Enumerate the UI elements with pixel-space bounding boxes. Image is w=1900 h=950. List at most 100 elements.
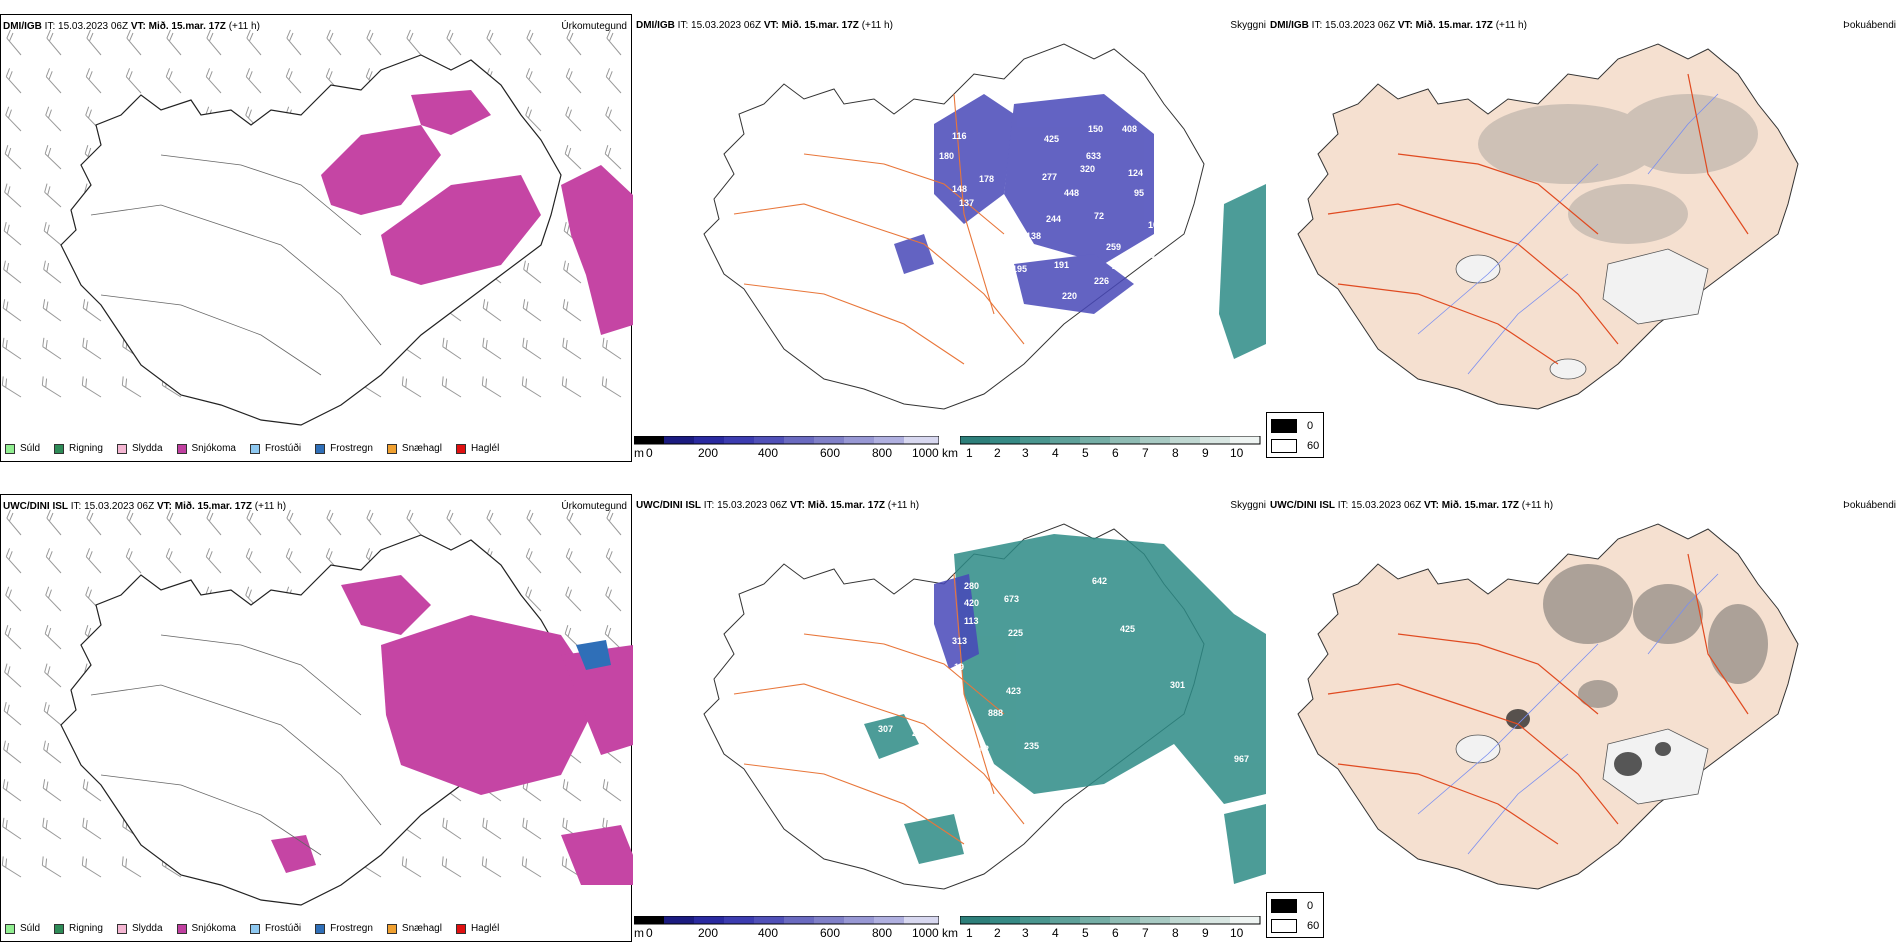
wind-barb — [286, 509, 302, 536]
wind-barb — [82, 779, 102, 802]
colorbar-tick: 200 — [698, 446, 719, 460]
wind-barb — [85, 68, 102, 94]
wind-barb — [2, 299, 22, 322]
wind-barb — [522, 337, 542, 360]
cloud-label: 25 — [1164, 198, 1174, 208]
legend-item: Frostúði — [249, 443, 301, 454]
fog-legend-tick: 0 — [1307, 900, 1314, 912]
colorbar-tick: 10 — [1230, 926, 1244, 940]
colorbar-tick: 10 — [1230, 446, 1244, 460]
wind-barb — [1, 376, 22, 398]
wind-barb — [45, 586, 62, 612]
cloud-label: 967 — [1234, 754, 1249, 764]
wind-barb — [45, 106, 62, 132]
wind-barb — [286, 29, 302, 56]
cloud-label: 633 — [1086, 151, 1101, 161]
precip-map — [1, 509, 633, 906]
wind-barb — [6, 509, 22, 536]
cloud-label: 420 — [964, 598, 979, 608]
cloud-label: 72 — [1094, 211, 1104, 221]
precip-type-panel-top: DMI/IGB IT: 15.03.2023 06Z VT: Mið. 15.m… — [0, 14, 633, 462]
wind-barb — [82, 337, 102, 360]
roads — [733, 93, 1025, 365]
wind-barb — [565, 548, 582, 574]
low-cloud-areas — [934, 574, 979, 669]
wind-barb — [482, 817, 502, 840]
cloud-label: 259 — [1106, 242, 1121, 252]
legend-item: Snæhagl — [386, 923, 442, 934]
wind-barb — [46, 29, 62, 56]
cloud-label: 220 — [1062, 291, 1077, 301]
cloud-label: 150 — [1140, 250, 1155, 260]
colorbar-tick: 4 — [1052, 446, 1059, 460]
legend-item: Slydda — [116, 443, 163, 454]
wind-barb — [605, 548, 622, 574]
wind-barb — [42, 337, 62, 360]
colorbar-tick: 800 — [872, 446, 893, 460]
colorbar-tick: 1 — [966, 926, 973, 940]
colorbar-tick: 6 — [1112, 446, 1119, 460]
wind-barb — [285, 548, 302, 574]
wind-barb — [5, 548, 22, 574]
wind-barb — [481, 856, 502, 878]
wind-barb — [401, 856, 422, 878]
wind-barb — [522, 817, 542, 840]
wind-barb — [366, 509, 382, 536]
wind-barb — [605, 106, 622, 132]
wind-barb — [81, 376, 102, 398]
panel-title: DMI/IGB IT: 15.03.2023 06Z VT: Mið. 15.m… — [3, 21, 260, 32]
fog-legend-bottom: 0 60 — [1266, 892, 1324, 938]
wind-barb — [523, 260, 542, 284]
cloud-labels: 280 673 642 420 113 425 225 313 301 423 … — [878, 576, 1249, 764]
legend-item: Snæhagl — [386, 443, 442, 454]
wind-barb — [43, 222, 62, 246]
wind-barb — [245, 548, 262, 574]
wind-barb — [44, 663, 62, 688]
cloud-label: 150 — [1088, 124, 1103, 134]
wind-barb — [604, 145, 622, 170]
colorbar-tick: 200 — [698, 926, 719, 940]
wind-barb — [442, 337, 462, 360]
wind-barb — [82, 817, 102, 840]
legend-item: Rigning — [54, 443, 103, 454]
wind-barb — [4, 183, 22, 208]
colorbar-tick: 600 — [820, 446, 841, 460]
cloud-labels: 116 180 178 148 137 425 150 408 633 320 … — [939, 124, 1174, 301]
colorbar-tick: 0 — [646, 446, 653, 460]
colorbar-tick: 9 — [1202, 926, 1209, 940]
fog-panel-bottom: UWC/DINI ISL IT: 15.03.2023 06Z VT: Mið.… — [1268, 494, 1900, 942]
wind-barb — [563, 260, 582, 284]
wind-barb — [446, 509, 462, 536]
roads — [1327, 553, 1749, 845]
colorbar-tick: 8 — [1172, 446, 1179, 460]
iceland-land — [1297, 43, 1799, 410]
colorbar-tick: 7 — [1142, 446, 1149, 460]
glaciers — [1455, 728, 1709, 805]
cloud-label: 423 — [1006, 686, 1021, 696]
cloud-label: 208 — [992, 249, 1007, 259]
wind-barb — [1, 856, 22, 878]
cloud-label: 774 — [958, 734, 973, 744]
legend-item: Rigning — [54, 923, 103, 934]
wind-barb — [406, 29, 422, 56]
wind-barb — [486, 29, 502, 56]
panel-field-name: Þokuábendi — [1843, 20, 1896, 31]
wind-barb — [6, 29, 22, 56]
teal-cloud-areas — [864, 534, 1266, 884]
precip-legend: Súld Rigning Slydda Snjókoma Frostúði Fr… — [5, 923, 513, 934]
wind-barb — [42, 817, 62, 840]
wind-barb — [165, 68, 182, 94]
wind-barb — [42, 779, 62, 802]
precip-map — [1, 29, 633, 426]
cloud-label: 425 — [1044, 134, 1059, 144]
frostregn-areas — [576, 640, 611, 670]
cloud-label: 212 — [1112, 261, 1127, 271]
wind-barb — [86, 29, 102, 56]
wind-barb — [86, 509, 102, 536]
wind-barb — [245, 68, 262, 94]
fog-legend-tick: 60 — [1307, 920, 1320, 932]
fog-legend-tick: 60 — [1307, 440, 1320, 452]
panel-field-name: Þokuábendi — [1843, 500, 1896, 511]
panel-field-name: Skyggni — [1230, 20, 1266, 31]
wind-barb — [606, 509, 622, 536]
